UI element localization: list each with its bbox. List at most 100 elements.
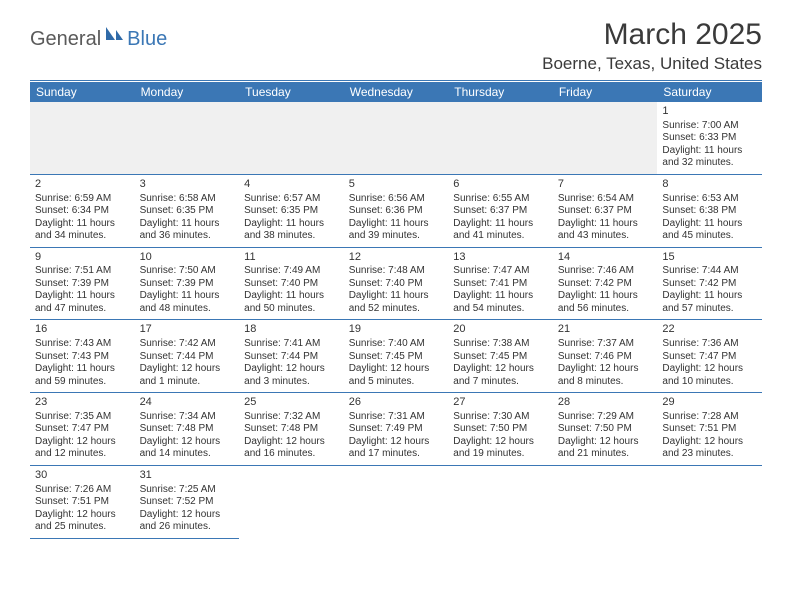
location-subtitle: Boerne, Texas, United States xyxy=(542,54,762,74)
sunrise-text: Sunrise: 7:51 AM xyxy=(35,265,130,278)
daylight-text: and 41 minutes. xyxy=(453,230,548,243)
day-number: 6 xyxy=(453,178,548,193)
daylight-text: Daylight: 12 hours xyxy=(558,363,653,376)
sunset-text: Sunset: 7:40 PM xyxy=(349,278,444,291)
daylight-text: Daylight: 11 hours xyxy=(35,290,130,303)
sunrise-text: Sunrise: 7:26 AM xyxy=(35,484,130,497)
day-number: 2 xyxy=(35,178,130,193)
calendar-cell: 18Sunrise: 7:41 AMSunset: 7:44 PMDayligh… xyxy=(239,320,344,393)
daylight-text: Daylight: 12 hours xyxy=(35,509,130,522)
daylight-text: and 39 minutes. xyxy=(349,230,444,243)
calendar-cell: 29Sunrise: 7:28 AMSunset: 7:51 PMDayligh… xyxy=(657,393,762,466)
calendar-row: 16Sunrise: 7:43 AMSunset: 7:43 PMDayligh… xyxy=(30,320,762,393)
daylight-text: and 34 minutes. xyxy=(35,230,130,243)
calendar-grid: ......1Sunrise: 7:00 AMSunset: 6:33 PMDa… xyxy=(30,102,762,539)
sunrise-text: Sunrise: 6:57 AM xyxy=(244,193,339,206)
daylight-text: Daylight: 11 hours xyxy=(662,290,757,303)
calendar-cell: 25Sunrise: 7:32 AMSunset: 7:48 PMDayligh… xyxy=(239,393,344,466)
sunrise-text: Sunrise: 7:41 AM xyxy=(244,338,339,351)
sunrise-text: Sunrise: 6:55 AM xyxy=(453,193,548,206)
calendar-cell: 19Sunrise: 7:40 AMSunset: 7:45 PMDayligh… xyxy=(344,320,449,393)
daylight-text: and 1 minute. xyxy=(140,376,235,389)
calendar-cell: 8Sunrise: 6:53 AMSunset: 6:38 PMDaylight… xyxy=(657,175,762,248)
sunrise-text: Sunrise: 7:28 AM xyxy=(662,411,757,424)
daylight-text: Daylight: 11 hours xyxy=(453,290,548,303)
daylight-text: and 5 minutes. xyxy=(349,376,444,389)
sunrise-text: Sunrise: 6:54 AM xyxy=(558,193,653,206)
day-number: 18 xyxy=(244,323,339,338)
day-number: 4 xyxy=(244,178,339,193)
sunset-text: Sunset: 6:36 PM xyxy=(349,205,444,218)
daylight-text: Daylight: 12 hours xyxy=(244,363,339,376)
calendar-cell: . xyxy=(239,466,344,539)
daylight-text: Daylight: 12 hours xyxy=(349,363,444,376)
day-number: 5 xyxy=(349,178,444,193)
sunset-text: Sunset: 7:39 PM xyxy=(35,278,130,291)
daylight-text: and 17 minutes. xyxy=(349,448,444,461)
sunset-text: Sunset: 7:42 PM xyxy=(662,278,757,291)
calendar-cell: 11Sunrise: 7:49 AMSunset: 7:40 PMDayligh… xyxy=(239,248,344,321)
sunrise-text: Sunrise: 7:35 AM xyxy=(35,411,130,424)
day-number: 27 xyxy=(453,396,548,411)
daylight-text: Daylight: 11 hours xyxy=(140,290,235,303)
calendar-cell: 5Sunrise: 6:56 AMSunset: 6:36 PMDaylight… xyxy=(344,175,449,248)
daylight-text: and 59 minutes. xyxy=(35,376,130,389)
calendar-cell: 13Sunrise: 7:47 AMSunset: 7:41 PMDayligh… xyxy=(448,248,553,321)
day-number: 16 xyxy=(35,323,130,338)
calendar-cell: . xyxy=(135,102,240,175)
daylight-text: Daylight: 12 hours xyxy=(453,436,548,449)
sunset-text: Sunset: 7:47 PM xyxy=(35,423,130,436)
day-number: 31 xyxy=(140,469,235,484)
calendar-cell: 6Sunrise: 6:55 AMSunset: 6:37 PMDaylight… xyxy=(448,175,553,248)
daylight-text: and 48 minutes. xyxy=(140,303,235,316)
calendar-cell: 15Sunrise: 7:44 AMSunset: 7:42 PMDayligh… xyxy=(657,248,762,321)
sunrise-text: Sunrise: 7:25 AM xyxy=(140,484,235,497)
calendar-cell: 3Sunrise: 6:58 AMSunset: 6:35 PMDaylight… xyxy=(135,175,240,248)
day-number: 17 xyxy=(140,323,235,338)
day-number: 3 xyxy=(140,178,235,193)
day-number: 14 xyxy=(558,251,653,266)
calendar-cell: 9Sunrise: 7:51 AMSunset: 7:39 PMDaylight… xyxy=(30,248,135,321)
calendar-cell: . xyxy=(448,466,553,539)
daylight-text: Daylight: 11 hours xyxy=(244,290,339,303)
calendar-cell: . xyxy=(448,102,553,175)
calendar-cell: 22Sunrise: 7:36 AMSunset: 7:47 PMDayligh… xyxy=(657,320,762,393)
sunset-text: Sunset: 7:48 PM xyxy=(140,423,235,436)
daylight-text: and 52 minutes. xyxy=(349,303,444,316)
logo-text-blue: Blue xyxy=(127,28,167,51)
sunrise-text: Sunrise: 7:00 AM xyxy=(662,120,757,133)
calendar-row: 30Sunrise: 7:26 AMSunset: 7:51 PMDayligh… xyxy=(30,466,762,539)
sunset-text: Sunset: 7:48 PM xyxy=(244,423,339,436)
daylight-text: and 38 minutes. xyxy=(244,230,339,243)
daylight-text: and 14 minutes. xyxy=(140,448,235,461)
calendar-cell: 2Sunrise: 6:59 AMSunset: 6:34 PMDaylight… xyxy=(30,175,135,248)
day-number: 23 xyxy=(35,396,130,411)
calendar-cell: . xyxy=(344,466,449,539)
day-number: 10 xyxy=(140,251,235,266)
daylight-text: Daylight: 11 hours xyxy=(662,145,757,158)
sunset-text: Sunset: 7:41 PM xyxy=(453,278,548,291)
daylight-text: and 32 minutes. xyxy=(662,157,757,170)
calendar-cell: 28Sunrise: 7:29 AMSunset: 7:50 PMDayligh… xyxy=(553,393,658,466)
sunset-text: Sunset: 7:40 PM xyxy=(244,278,339,291)
calendar-cell: 30Sunrise: 7:26 AMSunset: 7:51 PMDayligh… xyxy=(30,466,135,539)
daylight-text: and 26 minutes. xyxy=(140,521,235,534)
day-number: 30 xyxy=(35,469,130,484)
calendar-cell: 14Sunrise: 7:46 AMSunset: 7:42 PMDayligh… xyxy=(553,248,658,321)
calendar-row: 2Sunrise: 6:59 AMSunset: 6:34 PMDaylight… xyxy=(30,175,762,248)
sunset-text: Sunset: 7:52 PM xyxy=(140,496,235,509)
sunrise-text: Sunrise: 6:56 AM xyxy=(349,193,444,206)
daylight-text: and 50 minutes. xyxy=(244,303,339,316)
sunrise-text: Sunrise: 7:47 AM xyxy=(453,265,548,278)
calendar-row: 9Sunrise: 7:51 AMSunset: 7:39 PMDaylight… xyxy=(30,248,762,321)
daylight-text: and 21 minutes. xyxy=(558,448,653,461)
daylight-text: Daylight: 12 hours xyxy=(140,436,235,449)
daylight-text: and 19 minutes. xyxy=(453,448,548,461)
sunrise-text: Sunrise: 7:34 AM xyxy=(140,411,235,424)
sail-icon xyxy=(103,24,125,49)
calendar-cell: 7Sunrise: 6:54 AMSunset: 6:37 PMDaylight… xyxy=(553,175,658,248)
sunrise-text: Sunrise: 7:37 AM xyxy=(558,338,653,351)
logo: General Blue xyxy=(30,24,167,55)
daylight-text: Daylight: 11 hours xyxy=(662,218,757,231)
day-number: 9 xyxy=(35,251,130,266)
